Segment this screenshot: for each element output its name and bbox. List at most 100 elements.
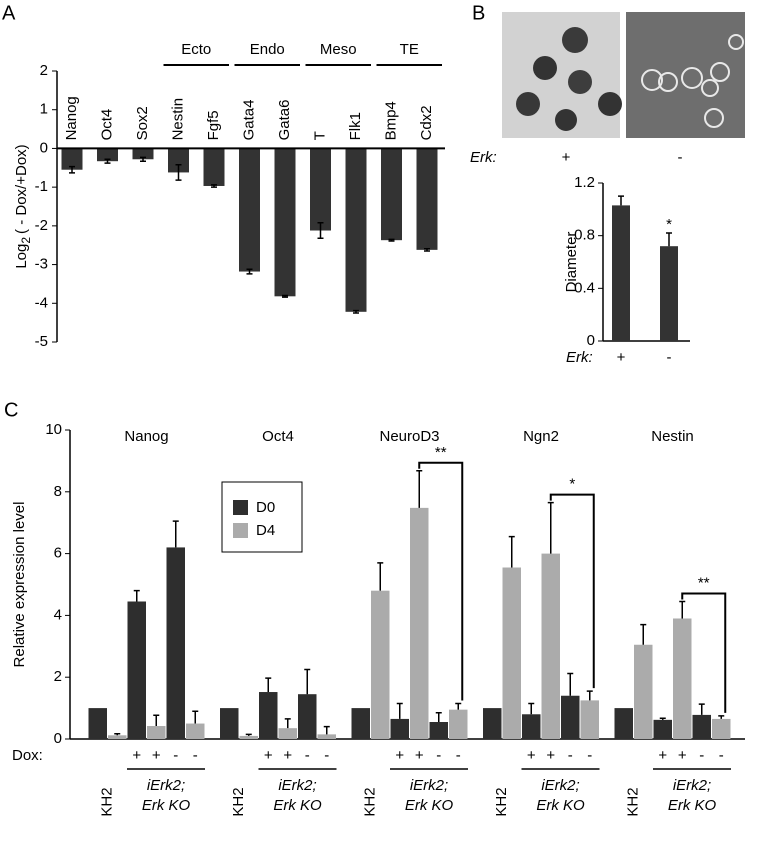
bar [653, 719, 672, 739]
dox-label: + [283, 747, 292, 764]
significance-bracket [549, 493, 595, 689]
error-bar [282, 294, 288, 298]
panel-label: C [4, 399, 18, 421]
dox-label: - [436, 747, 441, 764]
y-tick-label: 2 [54, 668, 62, 685]
error-bar [659, 717, 666, 720]
panel-label: A [2, 2, 16, 24]
group-title: Oct4 [262, 428, 294, 445]
x-tick-label: - [667, 349, 672, 366]
dox-label: + [415, 747, 424, 764]
bar [580, 700, 599, 739]
y-tick-label: 4 [54, 606, 62, 623]
error-bar [353, 309, 359, 314]
row-label: Dox: [12, 747, 43, 764]
y-tick-label: 6 [54, 545, 62, 562]
category-label: Cdx2 [418, 105, 435, 140]
error-bar [679, 600, 686, 619]
y-tick-label: 0.8 [574, 227, 595, 244]
bar [108, 735, 127, 739]
category-label: T [311, 131, 328, 140]
error-bar [396, 702, 403, 719]
error-bar [211, 184, 217, 188]
bar [278, 728, 297, 739]
bar [298, 694, 317, 739]
bar [259, 692, 278, 739]
error-bar [175, 163, 182, 181]
error-bar [133, 589, 140, 602]
significance: ** [435, 444, 447, 461]
bar [186, 723, 205, 739]
genotype-label: iErk2; [541, 777, 579, 794]
error-bar [284, 718, 291, 729]
photo-minus [626, 12, 745, 138]
y-axis-label: Relative expression level [11, 502, 28, 668]
error-bar [455, 702, 462, 710]
bar [147, 726, 166, 739]
bar [168, 148, 189, 173]
dox-label: + [678, 747, 687, 764]
significance-bracket [418, 461, 464, 701]
y-axis-label: Log2 ( - Dox/+Dox) [13, 144, 33, 268]
y-tick-label: 1.2 [574, 174, 595, 191]
error-bar [104, 158, 111, 164]
group-label: Ecto [181, 41, 211, 58]
error-bar [718, 715, 725, 719]
category-label: Sox2 [134, 106, 151, 140]
genotype-label: iErk2; [410, 777, 448, 794]
bar [712, 718, 731, 739]
bar [310, 148, 331, 231]
y-tick-label: 2 [40, 62, 48, 79]
dox-label: - [324, 747, 329, 764]
category-label: Nestin [169, 98, 186, 141]
significance-bracket [681, 592, 727, 713]
bar [203, 148, 225, 186]
error-bar [172, 520, 179, 548]
group-title: Nestin [651, 428, 694, 445]
error-bar [388, 238, 395, 242]
bar [371, 590, 390, 739]
x-axis-label: Erk: [566, 349, 593, 366]
bar [612, 205, 630, 341]
legend-label: D0 [256, 499, 275, 516]
y-axis-label-part: 2 [19, 237, 33, 244]
legend-swatch [233, 523, 248, 538]
dox-label: + [132, 747, 141, 764]
category-label: Fgf5 [205, 110, 222, 140]
bar [522, 714, 541, 739]
dox-label: - [173, 747, 178, 764]
error-bar [416, 470, 423, 508]
bar [61, 148, 83, 170]
bar [381, 148, 402, 241]
y-tick-label: -2 [35, 217, 48, 234]
error-bar [377, 562, 384, 591]
x-tick-label: + [617, 349, 626, 366]
y-axis-label-part: ( - Dox/+Dox) [13, 144, 30, 234]
y-tick-label: 0.4 [574, 279, 595, 296]
category-label: Gata4 [240, 100, 257, 141]
genotype-label: Erk KO [668, 797, 717, 814]
bar [97, 148, 118, 162]
legend-box [221, 481, 303, 553]
significance: * [666, 216, 672, 233]
dox-label: - [456, 747, 461, 764]
bar [127, 601, 146, 739]
bar [660, 246, 678, 341]
bar [274, 148, 296, 297]
error-bar [508, 535, 515, 568]
condition-label: KH2 [624, 787, 641, 816]
error-bar [435, 711, 442, 723]
condition-label: KH2 [230, 787, 247, 816]
bar [166, 547, 185, 739]
bar [634, 644, 653, 739]
condition-label: KH2 [98, 787, 115, 816]
y-tick-label: 8 [54, 483, 62, 500]
dox-label: - [305, 747, 310, 764]
bar [429, 722, 448, 739]
y-axis-label-part: Log [13, 244, 30, 269]
significance: ** [698, 574, 710, 591]
dox-label: - [699, 747, 704, 764]
category-label: Oct4 [98, 109, 115, 141]
y-tick-label: -5 [35, 333, 48, 350]
